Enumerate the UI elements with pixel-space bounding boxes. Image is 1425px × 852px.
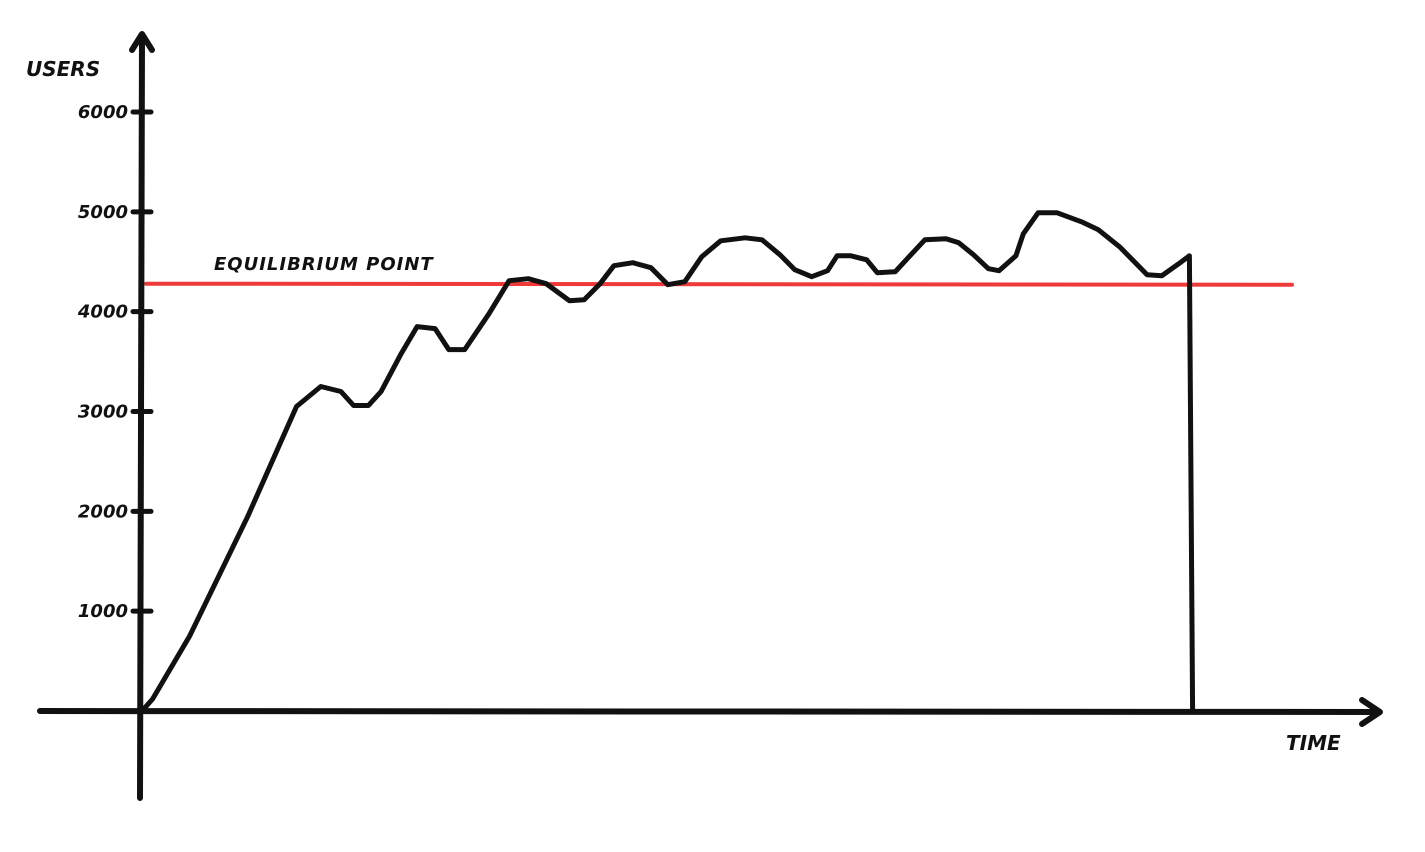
x-axis-arrowhead <box>1359 697 1383 727</box>
annotation-layer: EQUILIBRIUM POINT <box>214 254 434 275</box>
equilibrium-label: EQUILIBRIUM POINT <box>214 254 434 275</box>
y-axis-label: USERS <box>26 57 100 81</box>
axes-layer: USERS TIME <box>26 31 1383 801</box>
y-axis-arrowhead <box>129 31 155 53</box>
y-tick-label-1000: 1000 <box>78 601 128 622</box>
tick-layer: 1000 2000 3000 4000 5000 6000 <box>77 102 154 622</box>
reference-line-layer <box>144 281 1294 287</box>
y-tick-label-5000: 5000 <box>78 202 128 223</box>
series-layer <box>139 210 1196 714</box>
users-line-series <box>139 210 1196 714</box>
y-axis <box>137 33 145 801</box>
y-tick-label-6000: 6000 <box>78 102 128 123</box>
y-tick-label-4000: 4000 <box>77 302 128 323</box>
x-axis-label: TIME <box>1286 731 1341 755</box>
equilibrium-line <box>144 281 1294 287</box>
x-axis <box>37 708 1381 715</box>
y-tick-label-3000: 3000 <box>78 402 128 423</box>
y-tick-label-2000: 2000 <box>78 501 128 522</box>
